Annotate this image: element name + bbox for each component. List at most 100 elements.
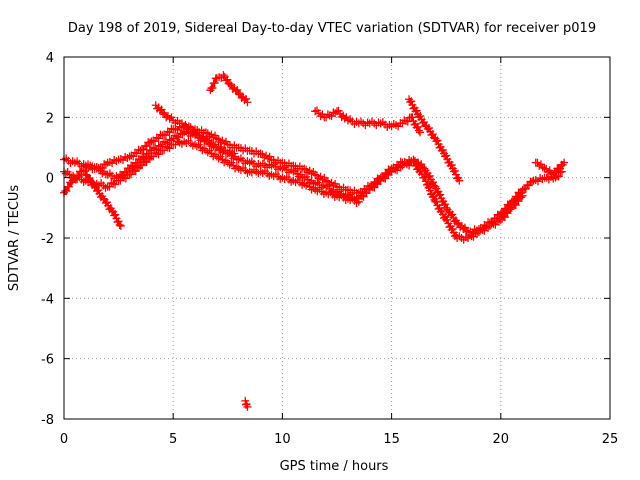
data-point-run [323,108,340,121]
data-point [518,191,527,200]
data-point-run [109,207,124,229]
y-tick-label: -2 [41,232,54,247]
data-point-run [188,126,202,138]
data-point-run [423,124,439,142]
data-point-run [62,154,77,168]
series-track-1 [60,122,566,237]
data-point [453,218,462,227]
axis-ticks [63,56,611,420]
data-point-run [531,173,547,186]
data-point-run [498,205,515,222]
data-point-run [378,118,394,131]
data-point-run [223,147,237,158]
data-point-run [389,162,405,175]
y-tick-label: 2 [46,111,54,126]
data-point-run [215,73,226,82]
data-point [81,170,90,179]
data-point-run [258,150,274,163]
data-point-run [116,152,132,165]
x-tick-label: 0 [60,432,68,447]
data-point-run [550,160,567,177]
data-point-run [236,90,250,105]
y-tick-label: 4 [46,51,54,66]
data-point-run [406,97,421,116]
data-point-run [138,154,154,170]
data-point-run [127,163,143,179]
data-point-run [247,157,263,171]
data-point [560,158,569,167]
data-point-run [73,173,88,186]
data-point-run [432,197,450,223]
data-point-run [454,220,471,235]
data-points [60,71,569,411]
data-point-run [160,135,176,148]
grid [64,57,610,419]
data-point [243,402,252,411]
data-point [455,176,464,185]
data-point-run [335,191,350,204]
data-point-run [476,223,493,235]
data-point-run [465,229,482,241]
data-point-run [105,169,121,183]
data-point-run [324,188,339,201]
data-point-run [346,194,361,207]
data-point-run [203,129,220,142]
data-point-run [302,165,318,178]
x-tick-label: 10 [274,432,291,447]
data-point-run [94,179,110,192]
y-tick-label: -8 [41,413,54,428]
data-point-run [269,170,285,183]
data-point-run [323,177,340,190]
data-point-run [236,154,252,168]
data-point-run [83,171,98,190]
series-track-5 [151,101,239,158]
data-point-run [197,132,211,144]
series-track-7 [311,106,424,137]
data-point-run [432,184,450,209]
data-point-run [455,232,470,244]
y-tick-label: -6 [41,353,54,368]
x-tick-label: 15 [383,432,400,447]
data-point-run [313,185,328,198]
data-point [219,71,228,80]
x-tick-label: 20 [493,432,510,447]
data-point-run [487,217,503,229]
data-point-run [179,120,193,132]
data-point-run [421,173,439,204]
series-track-6 [206,71,252,107]
data-point-run [171,137,186,149]
data-point-run [421,166,439,190]
data-point-run [346,115,361,128]
data-point-run [408,113,423,135]
y-tick-labels: 4 2 0 -2 -4 -6 -8 [41,51,54,428]
data-point-run [357,117,372,130]
data-point-run [258,159,274,172]
data-point-run [269,160,285,174]
data-point-run [214,135,230,148]
data-point-run [105,155,121,168]
data-point-run [449,166,463,183]
data-point [225,80,234,89]
data-point-run [236,164,252,177]
data-point-run [61,178,76,196]
data-point-run [443,205,460,226]
data-point-run [138,138,154,154]
data-point [243,98,252,107]
y-axis-label: SDTVAR / TECUs [7,185,22,292]
data-point-run [171,116,184,128]
y-tick-label: -4 [41,292,54,307]
y-tick-label: 0 [46,172,54,187]
data-point-run [153,103,168,117]
series-track-4 [81,170,125,230]
data-point-run [160,124,176,140]
data-point [230,149,239,158]
data-point [116,221,125,230]
data-point [256,149,265,158]
data-point-run [367,117,383,130]
data-point-run [215,144,228,155]
data-point-run [520,177,536,193]
data-point [311,170,320,179]
data-point-run [227,81,242,96]
x-tick-label: 25 [602,432,619,447]
